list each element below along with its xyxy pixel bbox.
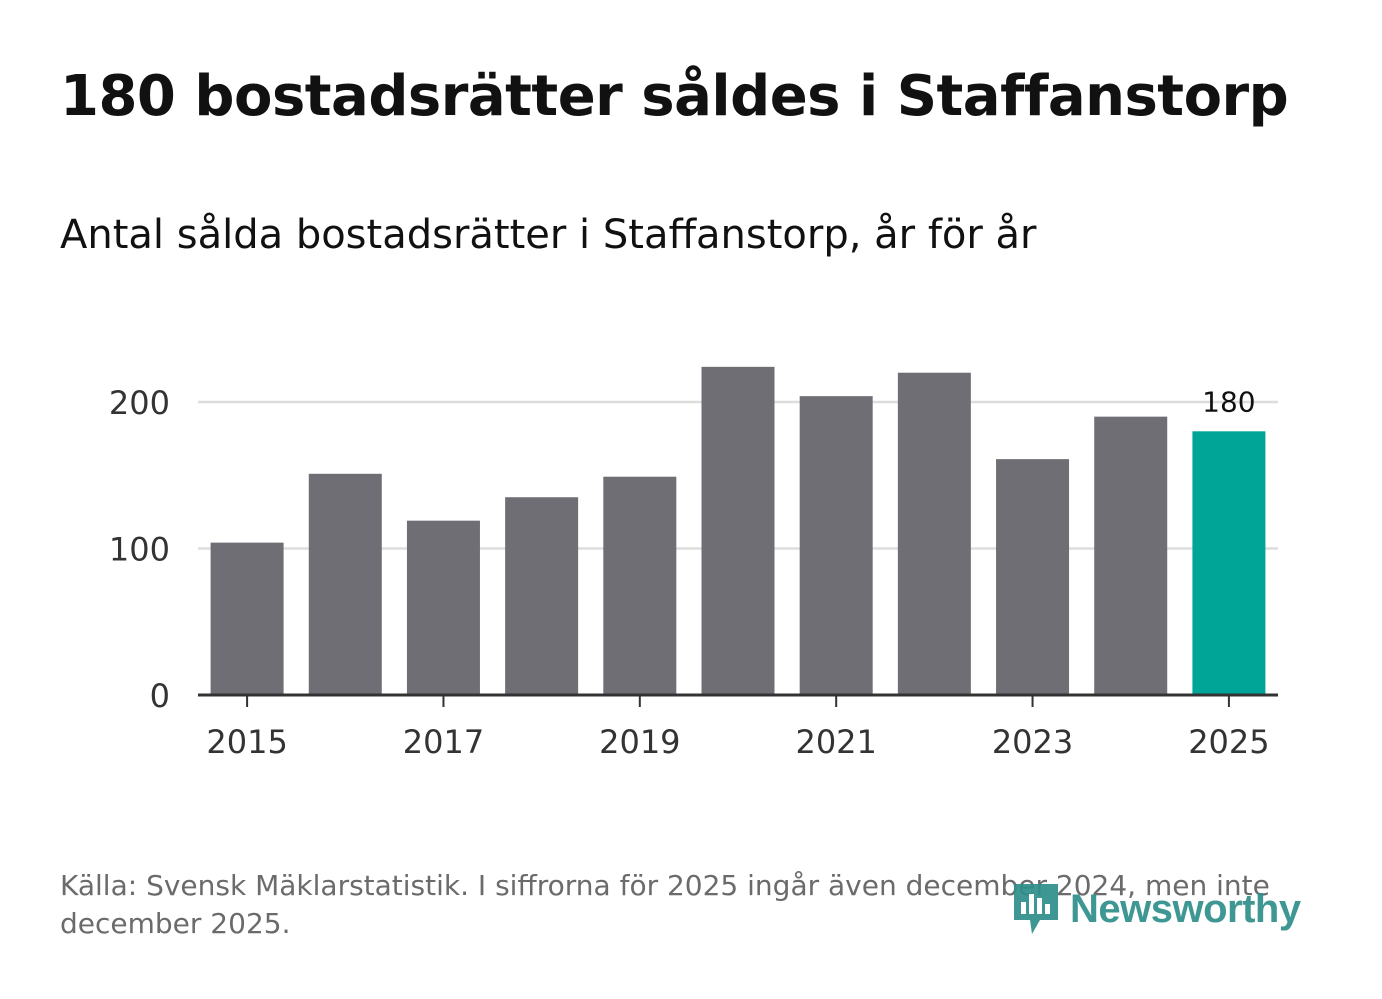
x-tick-label: 2025 <box>1188 723 1269 761</box>
bar-2017 <box>406 520 480 695</box>
x-tick-label: 2021 <box>795 723 876 761</box>
bar-2016 <box>308 473 382 695</box>
bar-2022 <box>897 372 971 695</box>
labels: 0 100 200 2015 2017 2019 2021 2023 2025 180 <box>109 384 1270 761</box>
logo-text: Newsworthy <box>1070 886 1301 931</box>
y-tick-label: 100 <box>109 531 170 569</box>
bar-2018 <box>505 497 579 695</box>
axes <box>198 693 1278 707</box>
bar-2024 <box>1094 416 1168 695</box>
x-tick-label: 2019 <box>599 723 680 761</box>
y-tick-label: 0 <box>150 677 170 715</box>
bar-2025 <box>1192 431 1266 695</box>
newsworthy-logo: Newsworthy <box>1010 880 1301 938</box>
x-tick-label: 2015 <box>206 723 287 761</box>
bar-2021 <box>799 396 873 695</box>
bars <box>210 366 1266 695</box>
y-tick-label: 200 <box>109 384 170 422</box>
bar-chart: 0 100 200 2015 2017 2019 2021 2023 2025 180 <box>109 366 1278 761</box>
x-tick-label: 2017 <box>403 723 484 761</box>
chart-subtitle: Antal sålda bostadsrätter i Staffanstorp… <box>60 212 1037 258</box>
x-tick-label: 2023 <box>992 723 1073 761</box>
bar-2015 <box>210 542 284 695</box>
bar-2020 <box>701 366 775 695</box>
bar-2023 <box>996 459 1070 695</box>
bar-2019 <box>603 476 677 695</box>
newsworthy-bar-chart-icon <box>1014 884 1058 934</box>
chart-title: 180 bostadsrätter såldes i Staffanstorp <box>60 64 1289 129</box>
source-note: Källa: Svensk Mäklarstatistik. I siffror… <box>60 869 1270 940</box>
data-label: 180 <box>1202 385 1255 418</box>
